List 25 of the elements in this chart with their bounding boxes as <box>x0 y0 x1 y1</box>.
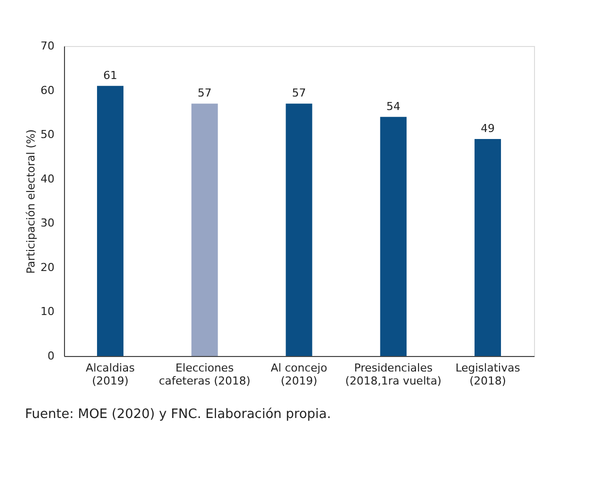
x-tick-label: Alcaldias (2019) <box>86 362 135 388</box>
bar <box>97 86 124 356</box>
data-label: 61 <box>103 68 118 82</box>
y-tick-label: 0 <box>48 350 54 362</box>
data-label: 57 <box>292 86 306 100</box>
data-label: 54 <box>386 100 400 113</box>
bar <box>191 104 218 356</box>
y-tick-label: 40 <box>40 172 54 186</box>
y-tick-label: 70 <box>40 40 54 52</box>
x-tick-label: Al concejo (2019) <box>270 362 328 388</box>
data-label: 57 <box>198 86 212 100</box>
data-label: 49 <box>480 122 495 135</box>
y-tick-label: 20 <box>40 260 54 274</box>
y-tick-label: 50 <box>40 128 54 142</box>
y-axis-title: Participación electoral (%) <box>24 129 38 274</box>
bar <box>474 139 501 356</box>
y-tick-label: 30 <box>40 216 54 230</box>
source-note: Fuente: MOE (2020) y FNC. Elaboración propia. <box>25 407 332 422</box>
x-tick-label: Presidenciales (2018,1ra vuelta) <box>345 362 442 388</box>
x-tick-label: Legislativas (2018) <box>455 362 520 388</box>
y-tick-label: 60 <box>40 84 54 97</box>
bar <box>286 104 312 356</box>
x-tick-label: Elecciones cafeteras (2018) <box>158 362 250 388</box>
bar <box>380 116 407 356</box>
y-tick-label: 10 <box>40 305 54 318</box>
